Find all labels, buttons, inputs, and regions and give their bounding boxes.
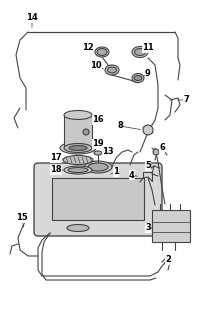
Circle shape <box>153 149 159 155</box>
Text: 13: 13 <box>102 147 114 157</box>
Text: 9: 9 <box>145 69 151 79</box>
Text: 8: 8 <box>117 121 123 131</box>
Text: 1: 1 <box>113 167 119 177</box>
Ellipse shape <box>132 74 144 82</box>
Ellipse shape <box>63 156 93 165</box>
Ellipse shape <box>60 142 96 154</box>
Ellipse shape <box>134 75 142 81</box>
Text: 4: 4 <box>129 171 135 179</box>
Text: 19: 19 <box>92 139 104 148</box>
Text: 15: 15 <box>16 214 28 223</box>
Ellipse shape <box>84 161 112 173</box>
Ellipse shape <box>94 151 102 155</box>
Ellipse shape <box>95 47 109 57</box>
Ellipse shape <box>97 49 107 55</box>
Text: 12: 12 <box>82 43 94 53</box>
Ellipse shape <box>135 49 145 55</box>
Ellipse shape <box>65 144 91 152</box>
Ellipse shape <box>67 224 89 231</box>
Text: 17: 17 <box>50 153 62 163</box>
Text: 11: 11 <box>142 43 154 53</box>
Text: 7: 7 <box>183 95 189 105</box>
Ellipse shape <box>88 163 108 171</box>
Text: 5: 5 <box>145 161 151 171</box>
Circle shape <box>83 129 89 135</box>
Bar <box>64 115 92 148</box>
Ellipse shape <box>108 67 117 73</box>
Text: 2: 2 <box>165 256 171 264</box>
Text: 18: 18 <box>50 165 62 174</box>
Text: 14: 14 <box>26 14 38 23</box>
Ellipse shape <box>64 111 92 120</box>
Bar <box>52 178 144 220</box>
Text: 10: 10 <box>90 61 102 70</box>
Ellipse shape <box>69 146 87 151</box>
Text: 16: 16 <box>92 115 104 125</box>
Ellipse shape <box>64 166 92 174</box>
Bar <box>152 210 190 242</box>
Circle shape <box>143 125 153 135</box>
Ellipse shape <box>68 167 88 172</box>
FancyBboxPatch shape <box>34 163 162 236</box>
Ellipse shape <box>105 65 119 75</box>
Text: 6: 6 <box>159 144 165 152</box>
Ellipse shape <box>64 144 92 152</box>
Text: 3: 3 <box>145 223 151 232</box>
Ellipse shape <box>132 47 148 57</box>
